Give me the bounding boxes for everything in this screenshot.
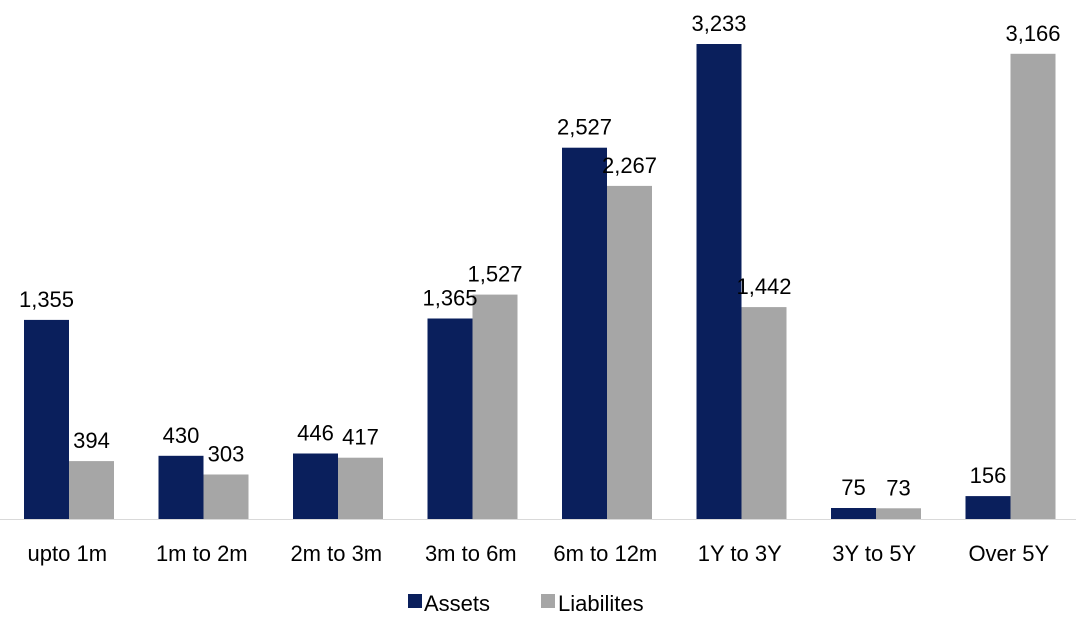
value-label-liabilites-2m-to-3m: 417 xyxy=(342,425,379,450)
category-label-2m-to-3m: 2m to 3m xyxy=(290,541,382,566)
bars-group xyxy=(24,44,1056,520)
value-label-liabilites-upto-1m: 394 xyxy=(73,428,110,453)
bar-liabilites-upto-1m xyxy=(69,461,114,519)
value-label-liabilites-3m-to-6m: 1,527 xyxy=(467,262,522,287)
legend-label-assets: Assets xyxy=(424,591,490,614)
value-label-assets-6m-to-12m: 2,527 xyxy=(557,115,612,140)
bar-liabilites-3m-to-6m xyxy=(472,294,518,519)
bar-assets-1m-to-2m xyxy=(158,455,204,519)
bar-assets-upto-1m xyxy=(24,319,69,519)
bar-assets-3m-to-6m xyxy=(427,318,473,519)
category-label-upto-1m: upto 1m xyxy=(28,541,108,566)
bar-liabilites-over-5y xyxy=(1010,53,1056,520)
value-label-liabilites-over-5y: 3,166 xyxy=(1005,21,1060,46)
category-label-1m-to-2m: 1m to 2m xyxy=(156,541,248,566)
category-labels-group: upto 1m 1m to 2m 2m to 3m 3m to 6m 6m to 12m… xyxy=(28,541,1050,566)
legend: Assets Liabilites xyxy=(408,591,644,616)
value-label-liabilites-1m-to-2m: 303 xyxy=(208,442,245,467)
bar-liabilites-3y-to-5y xyxy=(876,508,921,519)
value-label-liabilites-6m-to-12m: 2,267 xyxy=(602,153,657,178)
value-label-assets-1y-to-3y: 3,233 xyxy=(691,11,746,36)
value-label-assets-1m-to-2m: 430 xyxy=(163,423,200,448)
bar-assets-3y-to-5y xyxy=(831,508,876,519)
bar-assets-2m-to-3m xyxy=(293,453,338,519)
legend-label-liabilites: Liabilites xyxy=(558,591,644,614)
value-label-assets-3y-to-5y: 75 xyxy=(841,475,865,500)
bar-assets-6m-to-12m xyxy=(562,147,607,519)
legend-swatch-assets xyxy=(408,594,422,608)
legend-swatch-liabilites xyxy=(541,594,555,608)
value-label-assets-over-5y: 156 xyxy=(970,463,1007,488)
value-label-assets-2m-to-3m: 446 xyxy=(297,421,334,446)
value-label-liabilites-1y-to-3y: 1,442 xyxy=(736,274,791,299)
bar-liabilites-1y-to-3y xyxy=(741,307,787,519)
category-label-3y-to-5y: 3Y to 5Y xyxy=(832,541,916,566)
category-label-1y-to-3y: 1Y to 3Y xyxy=(698,541,782,566)
bar-liabilites-2m-to-3m xyxy=(338,457,383,519)
bar-liabilites-6m-to-12m xyxy=(607,185,652,519)
bar-liabilites-1m-to-2m xyxy=(203,474,249,519)
category-label-over-5y: Over 5Y xyxy=(968,541,1049,566)
value-label-assets-3m-to-6m: 1,365 xyxy=(422,286,477,311)
category-label-6m-to-12m: 6m to 12m xyxy=(553,541,657,566)
bar-assets-over-5y xyxy=(965,496,1011,519)
bar-assets-1y-to-3y xyxy=(696,44,742,519)
value-label-liabilites-3y-to-5y: 73 xyxy=(886,475,910,500)
category-label-3m-to-6m: 3m to 6m xyxy=(425,541,517,566)
value-label-assets-upto-1m: 1,355 xyxy=(19,287,74,312)
